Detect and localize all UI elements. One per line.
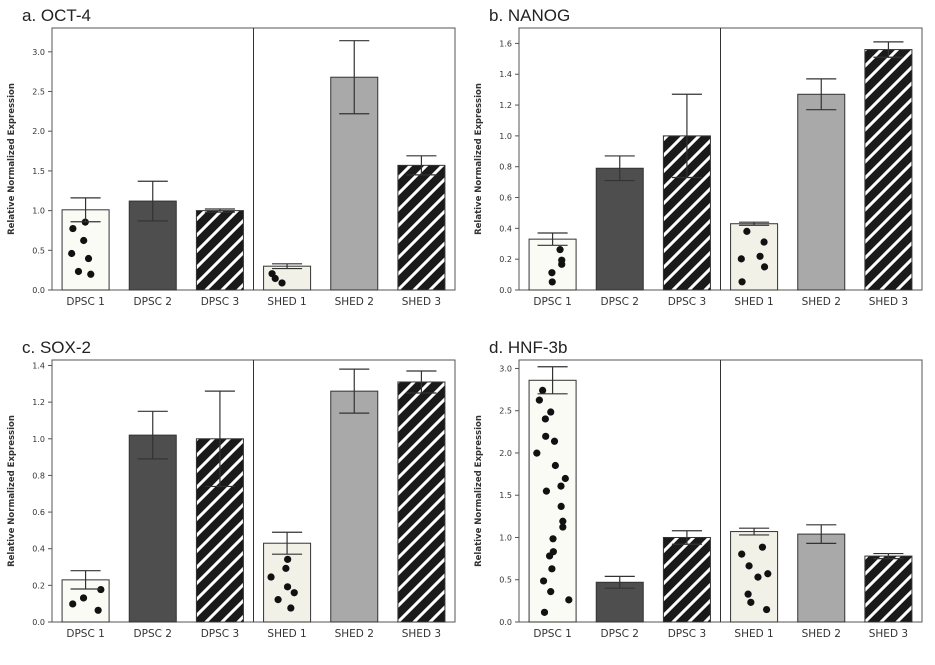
x-tick-label: SHED 3 [402,628,441,640]
y-tick-label: 0.6 [32,508,45,517]
y-tick-label: 3.0 [499,364,512,373]
bar [797,533,846,623]
bar [397,381,446,623]
x-tick-label: DPSC 1 [533,296,571,308]
y-tick-label: 0.2 [32,581,45,590]
bar [730,531,779,623]
x-tick-label: DPSC 1 [66,628,104,640]
y-tick-label: 2.5 [499,407,512,416]
x-tick-label: DPSC 3 [668,628,706,640]
x-tick-label: DPSC 2 [601,628,639,640]
chart-panel-nanog: b. NANOG Relative Normalized Expression 0… [467,0,934,332]
bar [195,210,244,291]
y-tick-label: 0.6 [499,194,512,203]
bar-dots [69,585,105,614]
bar [662,536,711,623]
x-tick-label: SHED 1 [267,296,306,308]
y-tick-label: 1.4 [32,361,45,370]
chart-title: d. HNF-3b [489,338,568,357]
y-axis-label: Relative Normalized Expression [7,83,17,235]
y-tick-label: 0.0 [499,618,512,627]
y-axis-label: Relative Normalized Expression [7,415,17,567]
chart-plot: Relative Normalized Expression 0.0 0.5 1.0 1… [474,359,923,640]
y-tick-label: 1.5 [32,167,45,176]
x-tick-label: DPSC 2 [134,628,172,640]
bar-dots [738,543,772,614]
chart-panel-oct4: a. OCT-4 Relative Normalized Expression 0… [0,0,467,332]
y-tick-label: 1.4 [499,70,512,79]
y-tick-label: 0.5 [499,576,512,585]
chart-plot: Relative Normalized Expression 0.0 0.2 0.4 0… [7,359,456,640]
y-tick-label: 1.2 [499,101,512,110]
x-tick-label: DPSC 3 [201,296,239,308]
bar [263,265,312,291]
bar [397,164,446,291]
chart-panel-hnf3b: d. HNF-3b Relative Normalized Expression… [467,332,934,664]
bar-dots [268,270,286,287]
y-tick-label: 0.4 [32,545,45,554]
x-tick-label: SHED 1 [734,628,773,640]
y-tick-label: 1.0 [32,435,45,444]
bar [263,542,312,623]
y-tick-label: 0.0 [32,618,45,627]
bar [864,555,913,623]
x-tick-label: SHED 2 [335,296,374,308]
x-tick-label: SHED 1 [734,296,773,308]
x-tick-label: SHED 2 [335,628,374,640]
chart-title: c. SOX-2 [22,338,91,357]
bar-dots [737,227,769,286]
bar [330,390,379,623]
chart-plot: Relative Normalized Expression 0.0 0.5 1.0 1… [7,27,456,308]
bar-dots [267,555,298,612]
y-tick-label: 1.5 [499,491,512,500]
y-tick-label: 0.0 [32,286,45,295]
x-tick-label: SHED 1 [267,628,306,640]
bar [730,223,779,291]
bar-dots [548,246,566,286]
x-tick-label: DPSC 2 [134,296,172,308]
y-tick-label: 0.8 [499,163,512,172]
x-tick-label: SHED 3 [869,296,908,308]
y-tick-label: 1.0 [499,533,512,542]
x-tick-label: DPSC 1 [66,296,104,308]
bar [595,581,644,623]
x-tick-label: DPSC 2 [601,296,639,308]
y-tick-label: 0.5 [32,246,45,255]
bar [797,93,846,291]
x-tick-label: SHED 2 [802,296,841,308]
chart-title: a. OCT-4 [22,6,91,25]
y-tick-label: 0.8 [32,471,45,480]
x-tick-label: SHED 3 [402,296,441,308]
y-axis-label: Relative Normalized Expression [474,83,484,235]
y-tick-label: 1.2 [32,398,45,407]
x-tick-label: SHED 3 [869,628,908,640]
bar [595,167,644,291]
y-tick-label: 1.0 [32,207,45,216]
chart-title: b. NANOG [489,6,571,25]
bar [128,434,177,623]
x-tick-label: DPSC 1 [533,628,571,640]
y-tick-label: 2.0 [499,449,512,458]
x-tick-label: SHED 2 [802,628,841,640]
bar [864,49,913,291]
bar-dots [533,386,573,616]
y-tick-label: 1.0 [499,132,512,141]
y-tick-label: 0.0 [499,286,512,295]
y-tick-label: 0.2 [499,255,512,264]
y-axis-label: Relative Normalized Expression [474,415,484,567]
y-tick-label: 2.0 [32,127,45,136]
x-tick-label: DPSC 3 [201,628,239,640]
y-tick-label: 2.5 [32,88,45,97]
bar-dots [68,218,95,278]
y-tick-label: 3.0 [32,48,45,57]
bar [128,200,177,291]
y-tick-label: 1.6 [499,39,512,48]
chart-panel-sox2: c. SOX-2 Relative Normalized Expression 0… [0,332,467,664]
chart-plot: Relative Normalized Expression 0.0 0.2 0.4 0… [474,27,923,308]
bar [528,379,577,623]
x-tick-label: DPSC 3 [668,296,706,308]
y-tick-label: 0.4 [499,224,512,233]
